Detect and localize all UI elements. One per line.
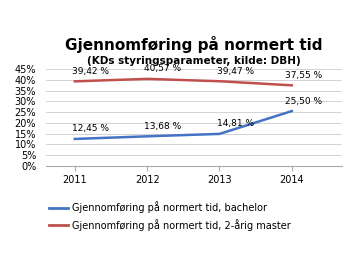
Text: 14,81 %: 14,81 % bbox=[217, 119, 254, 128]
Text: 40,57 %: 40,57 % bbox=[144, 64, 181, 73]
Text: 13,68 %: 13,68 % bbox=[144, 122, 181, 131]
Text: (KDs styringsparameter, kilde: DBH): (KDs styringsparameter, kilde: DBH) bbox=[87, 56, 301, 66]
Title: Gjennomføring på normert tid: Gjennomføring på normert tid bbox=[65, 36, 323, 53]
Text: 12,45 %: 12,45 % bbox=[72, 124, 109, 134]
Text: 39,42 %: 39,42 % bbox=[72, 67, 109, 76]
Legend: Gjennomføring på normert tid, bachelor, Gjennomføring på normert tid, 2-årig mas: Gjennomføring på normert tid, bachelor, … bbox=[45, 197, 295, 235]
Text: 37,55 %: 37,55 % bbox=[285, 71, 322, 80]
Text: 25,50 %: 25,50 % bbox=[285, 96, 322, 105]
Text: 39,47 %: 39,47 % bbox=[217, 67, 254, 76]
